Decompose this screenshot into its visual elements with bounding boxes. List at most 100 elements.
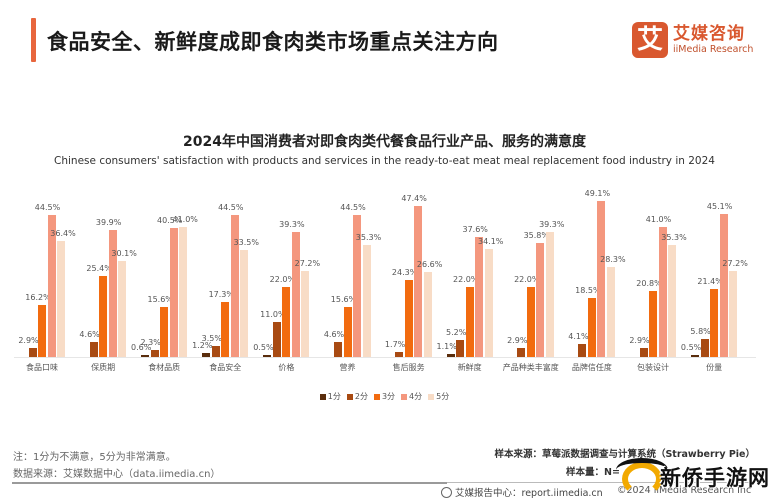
data-label: 2.9% — [18, 335, 39, 345]
data-label: 22.0% — [452, 275, 479, 285]
data-label: 37.6% — [462, 225, 488, 235]
data-label: 16.2% — [25, 293, 51, 303]
data-label: 49.1% — [584, 188, 611, 198]
chart-subtitle: Chinese consumers' satisfaction with pro… — [54, 155, 715, 167]
bar — [456, 340, 465, 357]
bar — [202, 353, 211, 357]
footer-divider-right — [447, 482, 757, 483]
bar — [484, 248, 493, 357]
bar — [141, 355, 150, 357]
data-label: 39.3% — [539, 220, 565, 230]
bar — [668, 244, 676, 357]
bar — [587, 298, 596, 357]
footer-divider — [12, 482, 447, 484]
x-tick-label: 售后服务 — [392, 363, 425, 372]
bar — [597, 200, 606, 357]
data-label: 41.0% — [645, 214, 672, 224]
data-label: 17.3% — [208, 289, 235, 299]
data-label: 27.2% — [294, 258, 321, 268]
bar — [38, 305, 46, 357]
bar — [700, 338, 709, 357]
data-label: 30.1% — [111, 249, 137, 259]
bar — [47, 215, 56, 357]
legend-item: 5分 — [428, 391, 449, 402]
data-label: 44.5% — [34, 203, 61, 213]
copyright: ©2024 iiMedia Research Inc — [617, 485, 752, 496]
data-label: 44.5% — [340, 203, 366, 213]
data-label: 0.6% — [131, 343, 152, 353]
data-label: 1.2% — [192, 341, 213, 351]
data-label: 34.1% — [477, 236, 504, 246]
x-axis-line — [14, 357, 756, 358]
data-label: 35.3% — [661, 232, 687, 242]
data-label: 35.3% — [355, 232, 382, 242]
sample-size: 样本量：N= — [566, 467, 620, 478]
data-label: 4.1% — [568, 331, 589, 341]
legend-label: 2分 — [354, 392, 368, 401]
legend-item: 2分 — [346, 391, 368, 402]
data-label: 5.2% — [446, 328, 467, 338]
bar — [710, 288, 719, 357]
bar — [465, 287, 474, 357]
bar — [211, 345, 220, 357]
data-label: 3.5% — [201, 333, 222, 343]
legend-label: 4分 — [409, 392, 423, 401]
bar — [343, 307, 352, 357]
data-label: 47.4% — [401, 194, 427, 204]
bar — [649, 290, 657, 357]
data-label: 22.0% — [514, 275, 540, 285]
bar — [362, 244, 371, 357]
bar — [475, 237, 484, 357]
data-label: 4.6% — [79, 330, 100, 340]
legend-item: 1分 — [319, 391, 341, 402]
legend-swatch-icon — [346, 393, 353, 400]
bar — [28, 347, 37, 357]
data-label: 11.0% — [260, 310, 286, 320]
footnote: 注：1分为不满意，5分为非常满意。 — [13, 452, 176, 463]
bar — [272, 322, 281, 357]
page-title: 食品安全、新鲜度成即食肉类市场重点关注方向 — [47, 30, 499, 54]
bar — [517, 347, 526, 357]
bar — [423, 272, 432, 357]
data-label: 28.3% — [600, 255, 626, 264]
bar — [578, 343, 587, 357]
legend-label: 1分 — [327, 392, 341, 401]
x-tick-label: 产品种类丰富度 — [502, 363, 559, 372]
bar — [160, 307, 169, 357]
data-label: 26.6% — [416, 260, 443, 270]
report-center-link[interactable]: 艾媒报告中心：report.iimedia.cn — [441, 485, 603, 499]
bar — [263, 355, 272, 357]
data-label: 41.0% — [172, 214, 198, 224]
chart-title: 2024年中国消费者对即食肉类代餐食品行业产品、服务的满意度 — [183, 134, 586, 150]
data-label: 45.1% — [706, 201, 733, 211]
chart-legend: 1分 2分 3分 4分 5分 — [0, 391, 769, 402]
data-label: 44.5% — [218, 203, 244, 213]
bar — [118, 261, 127, 357]
bar — [404, 279, 413, 357]
bar — [691, 355, 700, 357]
data-source: 数据来源：艾媒数据中心（data.iimedia.cn） — [13, 469, 221, 480]
legend-swatch-icon — [401, 393, 408, 400]
data-label: 5.8% — [690, 326, 711, 336]
bar — [639, 347, 648, 357]
bar — [606, 267, 615, 357]
bar — [545, 232, 554, 357]
data-label: 1.7% — [384, 339, 406, 349]
legend-swatch-icon — [373, 393, 380, 400]
bar — [169, 228, 178, 357]
x-tick-label: 营养 — [339, 363, 356, 372]
data-label: 2.9% — [629, 335, 650, 345]
x-tick-label: 食品口味 — [26, 363, 58, 372]
data-label: 0.5% — [680, 343, 702, 353]
data-label: 0.5% — [253, 343, 274, 353]
bar — [99, 276, 108, 357]
bar — [658, 226, 667, 357]
bar — [395, 351, 404, 357]
watermark: 新侨手游网 — [608, 458, 769, 500]
bar — [446, 353, 455, 357]
data-label: 40.5% — [156, 216, 183, 226]
legend-label: 3分 — [381, 392, 396, 401]
data-label: 15.6% — [330, 295, 357, 305]
legend-item: 3分 — [373, 391, 396, 402]
